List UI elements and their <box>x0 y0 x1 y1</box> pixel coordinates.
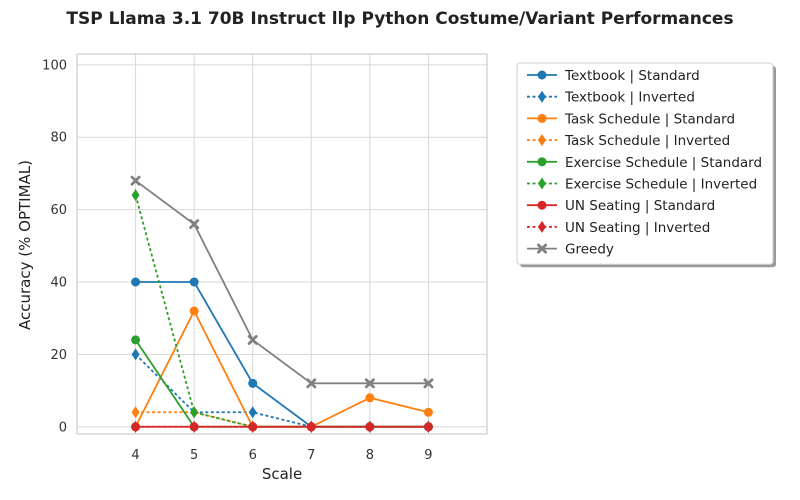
series-line <box>135 179 429 385</box>
legend-entry: Task Schedule | Standard <box>527 111 735 127</box>
series-layer <box>130 175 434 433</box>
x-tick-label: 8 <box>366 448 374 463</box>
data-point <box>248 420 257 433</box>
legend-entry: UN Seating | Standard <box>527 198 715 214</box>
legend-marker <box>537 200 547 210</box>
data-point <box>131 420 140 433</box>
legend-label: UN Seating | Inverted <box>565 220 710 236</box>
y-tick-label: 80 <box>50 131 67 146</box>
data-point <box>248 378 258 388</box>
legend-entry: Task Schedule | Inverted <box>527 133 730 149</box>
legend-label: Task Schedule | Standard <box>564 111 735 127</box>
data-point <box>189 306 199 316</box>
legend: Textbook | Standard Textbook | Inverted Ta… <box>516 62 776 268</box>
x-tick-label: 4 <box>131 448 139 463</box>
legend-entry: UN Seating | Inverted <box>527 220 710 236</box>
legend-label: Exercise Schedule | Inverted <box>565 177 757 193</box>
legend-marker <box>538 90 546 103</box>
y-axis-label: Accuracy (% OPTIMAL) <box>16 160 34 330</box>
series-8 <box>130 175 434 389</box>
x-tick-label: 6 <box>249 448 257 463</box>
legend-marker <box>537 70 547 80</box>
legend-label: Task Schedule | Inverted <box>564 133 730 149</box>
series-line <box>134 194 429 428</box>
data-point <box>189 277 199 287</box>
grid <box>77 54 487 434</box>
legend-marker <box>537 157 547 167</box>
data-point <box>423 378 434 389</box>
y-tick-label: 40 <box>50 276 67 291</box>
y-tick-labels: 0 20 40 60 80 100 <box>42 58 67 435</box>
legend-label: Exercise Schedule | Standard <box>565 155 762 171</box>
series-7 <box>131 420 433 433</box>
legend-marker <box>538 177 546 190</box>
legend-label: Greedy <box>565 242 614 258</box>
legend-entry: Exercise Schedule | Standard <box>527 155 762 171</box>
data-point <box>248 406 257 419</box>
data-point <box>190 420 199 433</box>
series-line <box>134 353 429 428</box>
plot-frame <box>76 53 488 435</box>
x-axis-label: Scale <box>262 465 302 483</box>
data-point <box>307 420 316 433</box>
data-point <box>131 277 141 287</box>
data-point <box>306 378 317 389</box>
y-tick-label: 20 <box>50 348 67 363</box>
data-point <box>131 348 140 361</box>
x-tick-label: 9 <box>424 448 432 463</box>
data-point <box>424 420 433 433</box>
legend-marker <box>538 134 546 147</box>
legend-label: Textbook | Inverted <box>564 90 695 106</box>
data-point <box>365 420 374 433</box>
legend-marker <box>538 220 546 233</box>
data-point <box>190 406 199 419</box>
legend-marker <box>537 243 547 254</box>
data-point <box>131 189 140 202</box>
data-point <box>131 406 140 419</box>
legend-entry: Exercise Schedule | Inverted <box>527 177 757 193</box>
x-tick-label: 7 <box>307 448 315 463</box>
data-point <box>131 335 141 345</box>
x-tick-label: 5 <box>190 448 198 463</box>
series-5 <box>131 189 433 433</box>
y-tick-label: 0 <box>59 420 67 435</box>
legend-box <box>516 62 774 265</box>
data-point <box>365 393 375 403</box>
y-tick-label: 100 <box>42 58 67 73</box>
data-point <box>130 175 141 186</box>
data-point <box>189 219 200 230</box>
data-point <box>364 378 375 389</box>
legend-entry: Textbook | Standard <box>527 68 700 84</box>
legend-entry: Greedy <box>527 242 614 258</box>
chart-title: TSP Llama 3.1 70B Instruct llp Python Co… <box>66 9 733 29</box>
data-point <box>247 334 258 345</box>
legend-label: UN Seating | Standard <box>565 198 715 214</box>
legend-label: Textbook | Standard <box>564 68 700 84</box>
series-line <box>134 308 429 428</box>
legend-marker <box>537 113 547 123</box>
data-point <box>423 407 433 417</box>
y-tick-label: 60 <box>50 203 67 218</box>
x-tick-labels: 4 5 6 7 8 9 <box>131 448 432 463</box>
legend-entry: Textbook | Inverted <box>527 90 695 106</box>
